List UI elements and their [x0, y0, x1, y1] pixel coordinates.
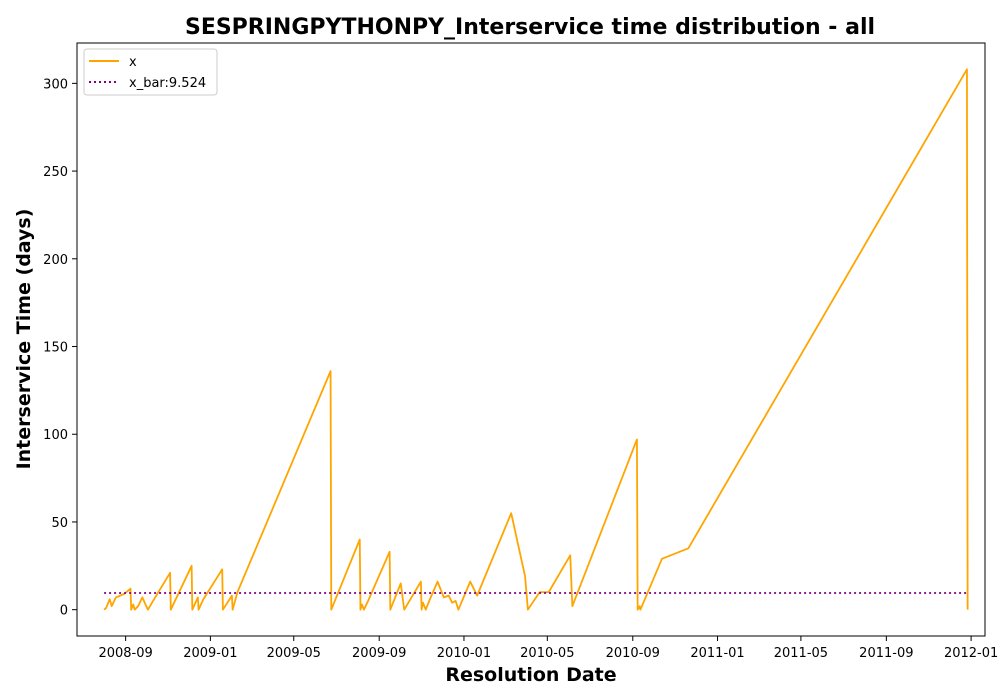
y-tick-label: 250 — [43, 165, 68, 180]
y-tick-label: 150 — [43, 341, 68, 356]
legend: x x_bar:9.524 — [83, 48, 218, 96]
x-tick-label: 2012-01 — [944, 646, 998, 661]
x-tick-label: 2010-01 — [437, 646, 491, 661]
y-axis-ticks: 0 50 100 150 200 250 300 — [43, 77, 77, 619]
y-tick-label: 300 — [43, 77, 68, 92]
plot-frame — [76, 42, 986, 637]
plot-area: 2008-09 2009-01 2009-05 2009-09 2010-01 2010-… — [43, 42, 998, 661]
x-axis-label: Resolution Date — [445, 664, 616, 686]
x-tick-label: 2009-09 — [352, 646, 406, 661]
x-tick-label: 2011-09 — [859, 646, 913, 661]
y-tick-label: 100 — [43, 428, 68, 443]
x-tick-label: 2011-01 — [690, 646, 744, 661]
x-tick-label: 2010-09 — [606, 646, 660, 661]
y-axis-label: Interservice Time (days) — [13, 209, 35, 470]
x-tick-label: 2010-05 — [520, 646, 574, 661]
chart-title: SESPRINGPYTHONPY_Interservice time distr… — [185, 15, 875, 40]
data-layer — [103, 68, 969, 611]
y-tick-label: 200 — [43, 253, 68, 268]
x-tick-label: 2009-01 — [183, 646, 237, 661]
x-tick-label: 2011-05 — [774, 646, 828, 661]
series-line-x — [103, 68, 969, 611]
x-axis-ticks: 2008-09 2009-01 2009-05 2009-09 2010-01 2010-… — [98, 636, 998, 661]
y-tick-label: 50 — [51, 516, 68, 531]
x-tick-label: 2009-05 — [267, 646, 321, 661]
legend-label-x: x — [129, 55, 137, 70]
legend-label-x-bar: x_bar:9.524 — [129, 76, 206, 91]
x-tick-label: 2008-09 — [98, 646, 152, 661]
y-tick-label: 0 — [60, 604, 68, 619]
